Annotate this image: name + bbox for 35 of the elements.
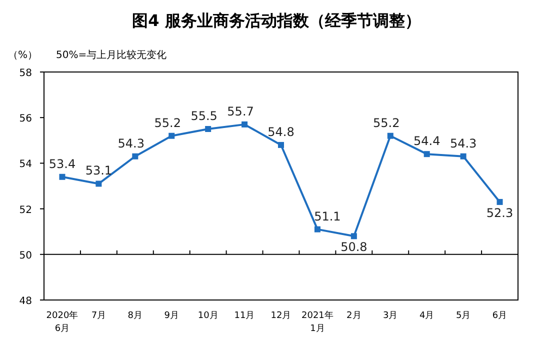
x-tick-label: 8月 (128, 311, 143, 321)
data-label: 54.3 (450, 136, 477, 150)
data-label: 52.3 (486, 206, 514, 220)
x-tick-label: 9月 (164, 311, 179, 321)
x-tick-label: 2021年 1月 (302, 310, 334, 334)
data-label: 55.2 (373, 116, 400, 130)
x-tick-label: 7月 (91, 311, 106, 321)
data-label: 54.3 (118, 136, 145, 150)
data-label: 50.8 (340, 240, 368, 254)
x-tick-label: 5月 (456, 311, 471, 321)
y-tick-label: 52 (19, 204, 32, 216)
x-tick-label: 12月 (270, 311, 292, 321)
x-tick-label: 2020年 6月 (46, 310, 78, 334)
x-tick-label: 6月 (492, 311, 508, 321)
data-label: 53.1 (85, 164, 112, 178)
chart-title: 图4 服务业商务活动指数（经季节调整） (132, 11, 421, 30)
data-label: 54.8 (268, 124, 294, 139)
text: 50%=与上月比较无变化 (56, 49, 167, 61)
data-label: 55.2 (154, 116, 181, 130)
data-label: 55.7 (227, 104, 254, 118)
y-tick-label: 48 (19, 296, 32, 307)
data-label: 53.4 (48, 156, 76, 171)
y-axis-title: （%） (8, 50, 38, 61)
data-label: 54.4 (413, 134, 440, 148)
data-label: 51.1 (314, 209, 341, 224)
y-tick-label: 50 (19, 250, 32, 262)
x-tick-label: 2月 (346, 311, 362, 321)
x-tick-label: 11月 (234, 311, 255, 321)
x-tick-label: 4月 (419, 311, 434, 321)
data-label: 55.5 (190, 109, 218, 123)
x-tick-label: 3月 (383, 311, 398, 321)
x-tick-label: 10月 (198, 311, 218, 321)
y-tick-label: 58 (19, 68, 32, 79)
y-tick-label: 56 (19, 114, 32, 125)
y-tick-label: 54 (19, 159, 32, 170)
